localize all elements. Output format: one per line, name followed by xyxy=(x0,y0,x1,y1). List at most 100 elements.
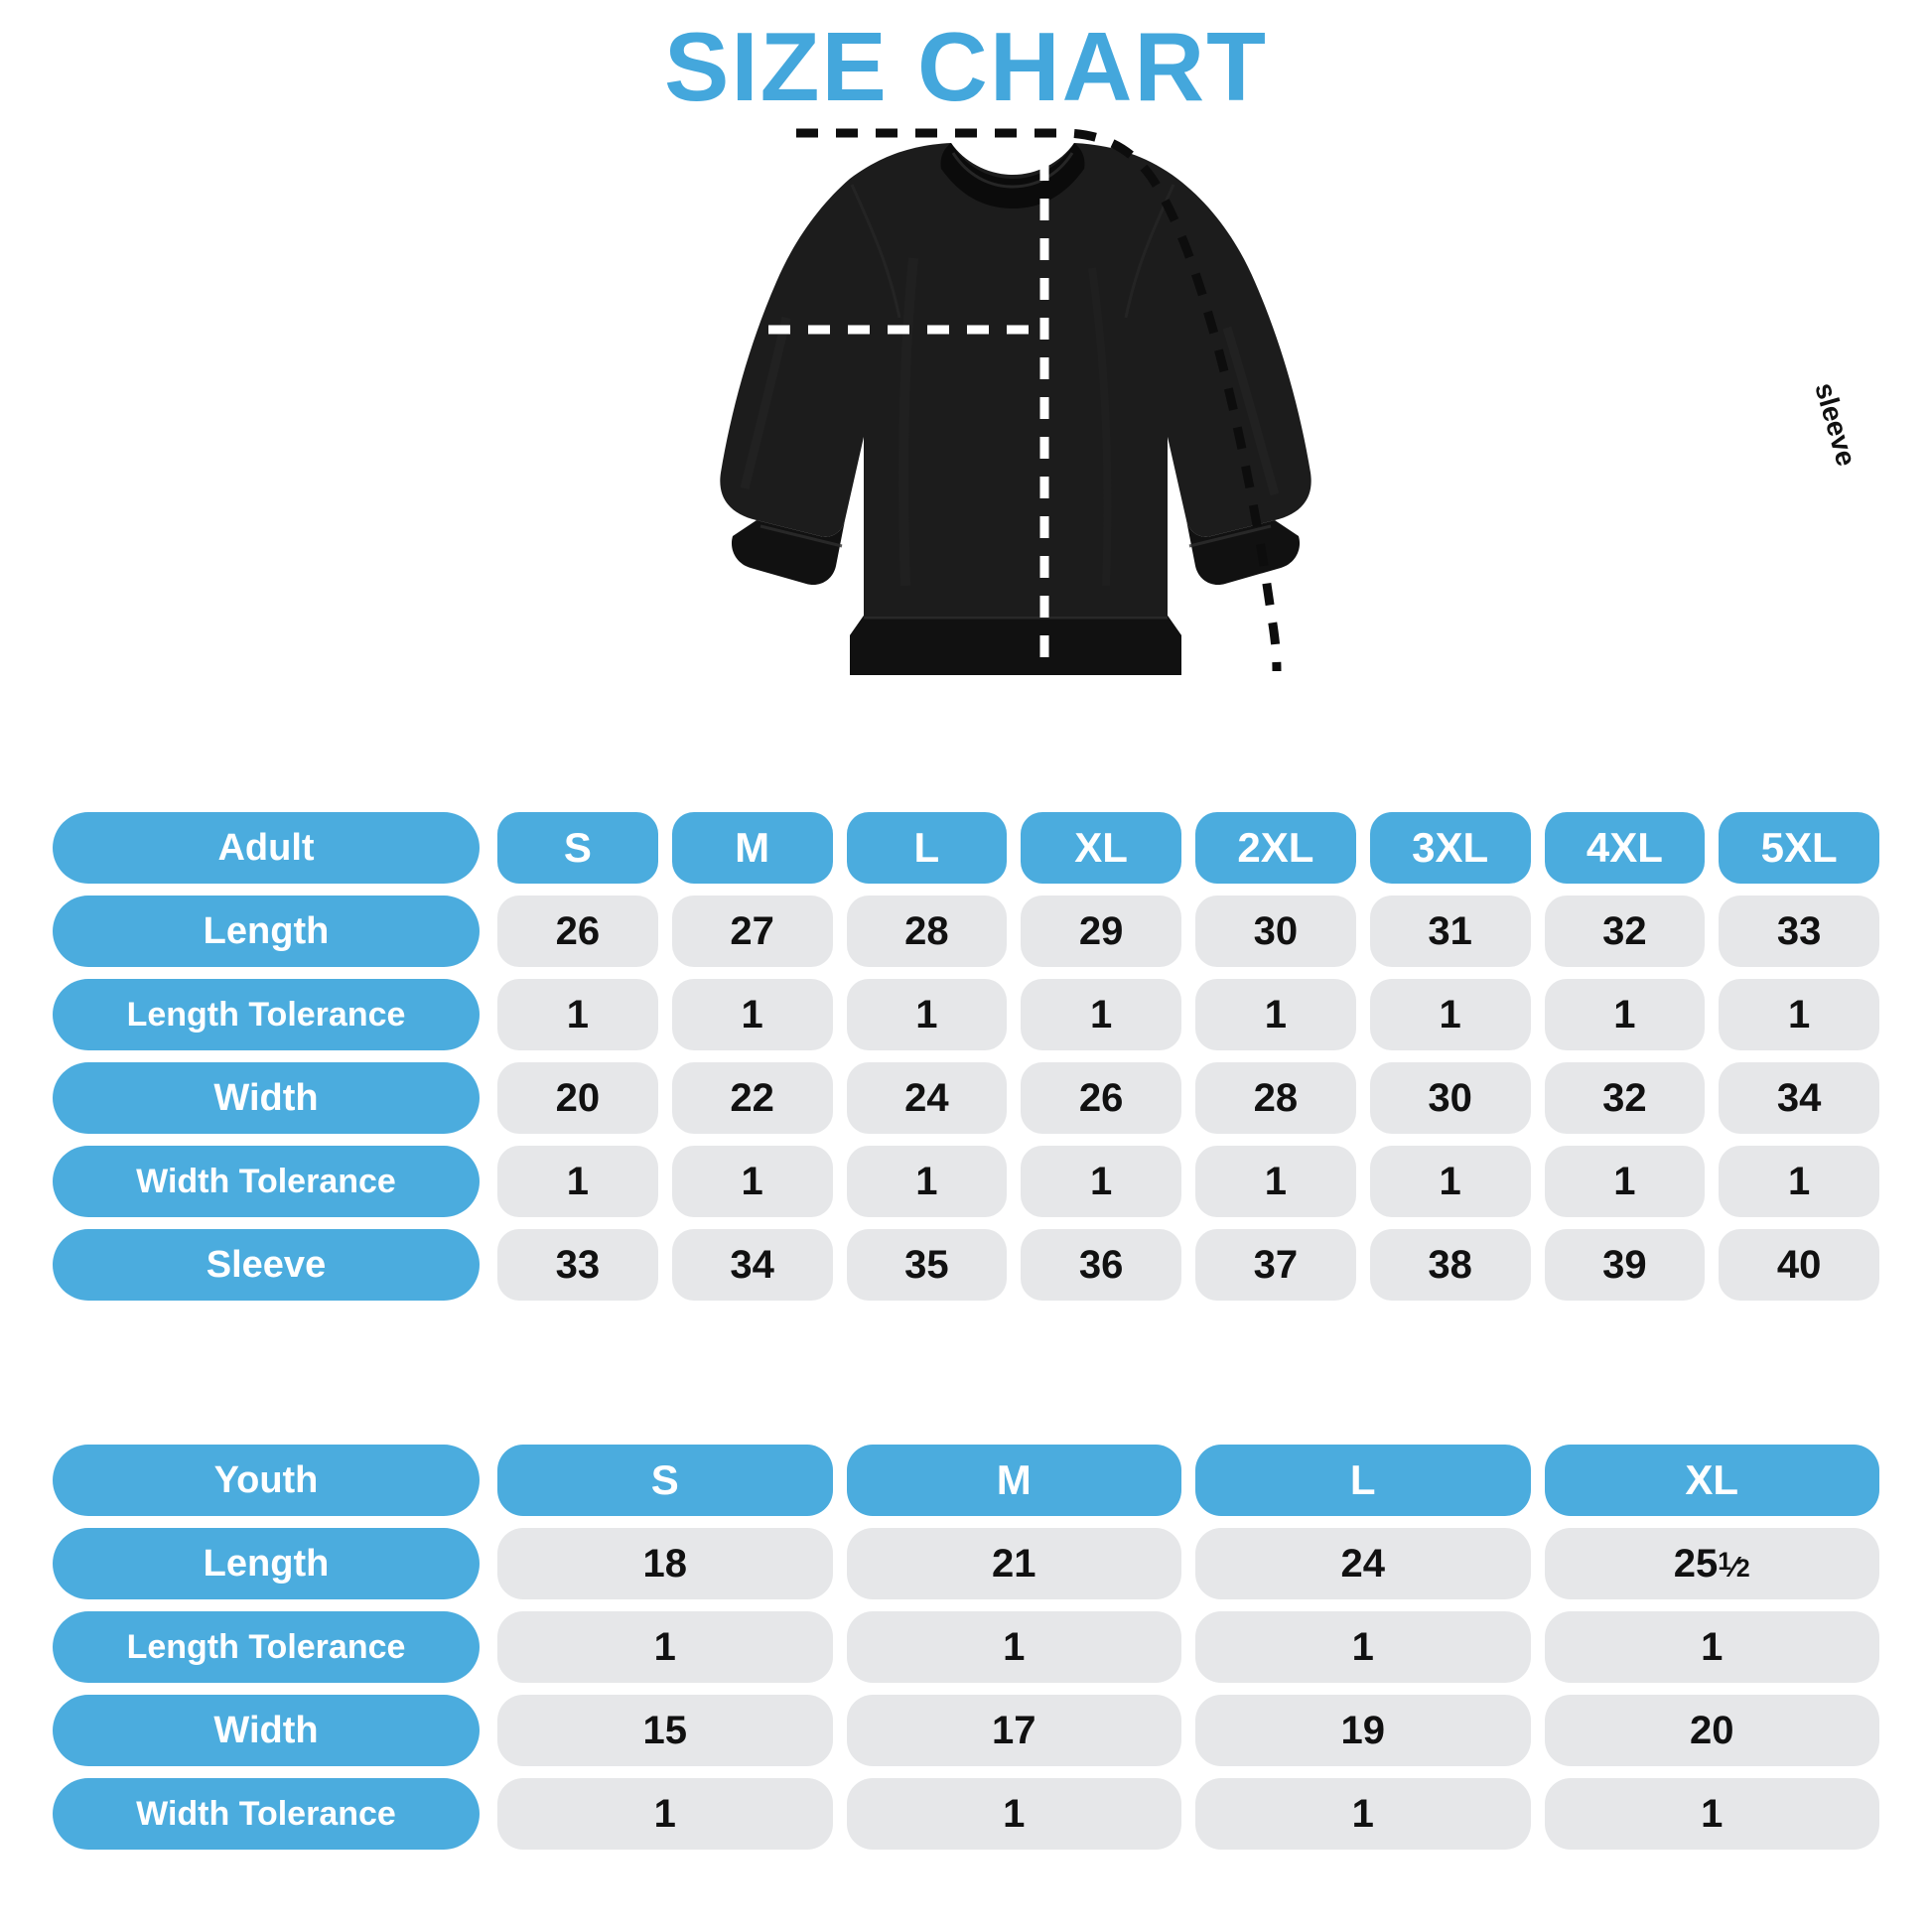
adult-row-label-length: Length xyxy=(53,896,480,967)
adult-header-row: Adult S M L XL 2XL 3XL 4XL 5XL xyxy=(53,812,1879,884)
youth-length-m: 21 xyxy=(846,1528,1181,1599)
adult-sleeve-2xl: 37 xyxy=(1195,1229,1356,1301)
adult-width-tol-l: 1 xyxy=(846,1146,1008,1217)
table-row: Width 20 22 24 26 28 30 32 34 xyxy=(53,1062,1879,1134)
adult-section-label: Adult xyxy=(53,812,480,884)
youth-length-tol-m: 1 xyxy=(846,1611,1181,1683)
adult-length-s: 26 xyxy=(497,896,658,967)
youth-width-l: 19 xyxy=(1195,1695,1531,1766)
adult-row-label-sleeve: Sleeve xyxy=(53,1229,480,1301)
adult-width-m: 22 xyxy=(671,1062,833,1134)
youth-length-xl: 25 1 ⁄ 2 xyxy=(1544,1528,1879,1599)
adult-width-2xl: 28 xyxy=(1195,1062,1356,1134)
table-row: Length Tolerance 1 1 1 1 1 1 1 1 xyxy=(53,979,1879,1050)
adult-size-header-m[interactable]: M xyxy=(671,812,833,884)
adult-width-tol-m: 1 xyxy=(671,1146,833,1217)
page-title: SIZE CHART xyxy=(664,12,1268,121)
adult-sleeve-xl: 36 xyxy=(1021,1229,1181,1301)
youth-row-label-width-tolerance: Width Tolerance xyxy=(53,1778,480,1850)
youth-size-header-s[interactable]: S xyxy=(497,1445,833,1516)
youth-size-headers: S M L XL xyxy=(497,1445,1879,1516)
adult-length-tol-s: 1 xyxy=(497,979,658,1050)
adult-length-4xl: 32 xyxy=(1544,896,1706,967)
adult-length-2xl: 30 xyxy=(1195,896,1356,967)
table-row: Length 26 27 28 29 30 31 32 33 xyxy=(53,896,1879,967)
adult-length-5xl: 33 xyxy=(1719,896,1879,967)
youth-width-s: 15 xyxy=(497,1695,833,1766)
youth-size-header-m[interactable]: M xyxy=(846,1445,1181,1516)
sleeve-label: sleeve xyxy=(1809,379,1863,470)
measurement-guides xyxy=(649,128,1282,675)
adult-length-tol-l: 1 xyxy=(846,979,1008,1050)
youth-length-tol-l: 1 xyxy=(1195,1611,1531,1683)
youth-size-header-l[interactable]: L xyxy=(1195,1445,1531,1516)
adult-width-tol-2xl: 1 xyxy=(1195,1146,1356,1217)
adult-size-header-2xl[interactable]: 2XL xyxy=(1195,812,1356,884)
adult-size-header-l[interactable]: L xyxy=(846,812,1008,884)
youth-size-table: Youth S M L XL Length 18 21 24 25 1 ⁄ 2 Len… xyxy=(53,1445,1879,1862)
adult-width-3xl: 30 xyxy=(1369,1062,1531,1134)
adult-length-tol-4xl: 1 xyxy=(1544,979,1706,1050)
adult-size-headers: S M L XL 2XL 3XL 4XL 5XL xyxy=(497,812,1879,884)
adult-size-header-xl[interactable]: XL xyxy=(1021,812,1181,884)
adult-sleeve-5xl: 40 xyxy=(1719,1229,1879,1301)
youth-width-m: 17 xyxy=(846,1695,1181,1766)
adult-length-l: 28 xyxy=(846,896,1008,967)
youth-width-tol-xl: 1 xyxy=(1544,1778,1879,1850)
sleeve-guide-line xyxy=(796,128,1282,672)
youth-length-s: 18 xyxy=(497,1528,833,1599)
garment-diagram: width length sleeve xyxy=(616,119,1863,804)
adult-length-m: 27 xyxy=(671,896,833,967)
youth-length-tol-xl: 1 xyxy=(1544,1611,1879,1683)
adult-length-tol-m: 1 xyxy=(671,979,833,1050)
adult-row-label-length-tolerance: Length Tolerance xyxy=(53,979,480,1050)
adult-length-tol-5xl: 1 xyxy=(1719,979,1879,1050)
adult-width-5xl: 34 xyxy=(1719,1062,1879,1134)
adult-width-s: 20 xyxy=(497,1062,658,1134)
youth-section-label: Youth xyxy=(53,1445,480,1516)
length-label: length xyxy=(1630,293,1663,382)
adult-width-l: 24 xyxy=(846,1062,1008,1134)
adult-width-tol-xl: 1 xyxy=(1021,1146,1181,1217)
adult-sleeve-3xl: 38 xyxy=(1369,1229,1531,1301)
adult-row-label-width: Width xyxy=(53,1062,480,1134)
youth-row-label-length-tolerance: Length Tolerance xyxy=(53,1611,480,1683)
adult-length-3xl: 31 xyxy=(1369,896,1531,967)
width-label: width xyxy=(1311,402,1389,435)
adult-size-header-s[interactable]: S xyxy=(497,812,658,884)
table-row: Sleeve 33 34 35 36 37 38 39 40 xyxy=(53,1229,1879,1301)
adult-sleeve-s: 33 xyxy=(497,1229,658,1301)
youth-length-xl-fraction: 25 1 ⁄ 2 xyxy=(1673,1541,1750,1586)
adult-sleeve-4xl: 39 xyxy=(1544,1229,1706,1301)
adult-width-tol-s: 1 xyxy=(497,1146,658,1217)
table-row: Length 18 21 24 25 1 ⁄ 2 xyxy=(53,1528,1879,1599)
youth-width-tol-s: 1 xyxy=(497,1778,833,1850)
adult-width-4xl: 32 xyxy=(1544,1062,1706,1134)
youth-length-l: 24 xyxy=(1195,1528,1531,1599)
table-row: Width Tolerance 1 1 1 1 xyxy=(53,1778,1879,1850)
youth-row-label-length: Length xyxy=(53,1528,480,1599)
adult-length-xl: 29 xyxy=(1021,896,1181,967)
adult-size-header-3xl[interactable]: 3XL xyxy=(1369,812,1531,884)
adult-size-table: Adult S M L XL 2XL 3XL 4XL 5XL Length 26… xyxy=(53,812,1879,1312)
adult-sleeve-m: 34 xyxy=(671,1229,833,1301)
youth-width-tol-l: 1 xyxy=(1195,1778,1531,1850)
adult-length-tol-2xl: 1 xyxy=(1195,979,1356,1050)
sweatshirt-shape xyxy=(720,143,1311,675)
youth-size-header-xl[interactable]: XL xyxy=(1544,1445,1879,1516)
adult-length-tol-3xl: 1 xyxy=(1369,979,1531,1050)
adult-size-header-4xl[interactable]: 4XL xyxy=(1544,812,1706,884)
youth-width-tol-m: 1 xyxy=(846,1778,1181,1850)
youth-length-tol-s: 1 xyxy=(497,1611,833,1683)
adult-width-tol-3xl: 1 xyxy=(1369,1146,1531,1217)
youth-width-xl: 20 xyxy=(1544,1695,1879,1766)
adult-width-xl: 26 xyxy=(1021,1062,1181,1134)
youth-header-row: Youth S M L XL xyxy=(53,1445,1879,1516)
adult-size-header-5xl[interactable]: 5XL xyxy=(1719,812,1879,884)
adult-sleeve-l: 35 xyxy=(846,1229,1008,1301)
adult-length-tol-xl: 1 xyxy=(1021,979,1181,1050)
table-row: Width 15 17 19 20 xyxy=(53,1695,1879,1766)
table-row: Length Tolerance 1 1 1 1 xyxy=(53,1611,1879,1683)
adult-row-label-width-tolerance: Width Tolerance xyxy=(53,1146,480,1217)
